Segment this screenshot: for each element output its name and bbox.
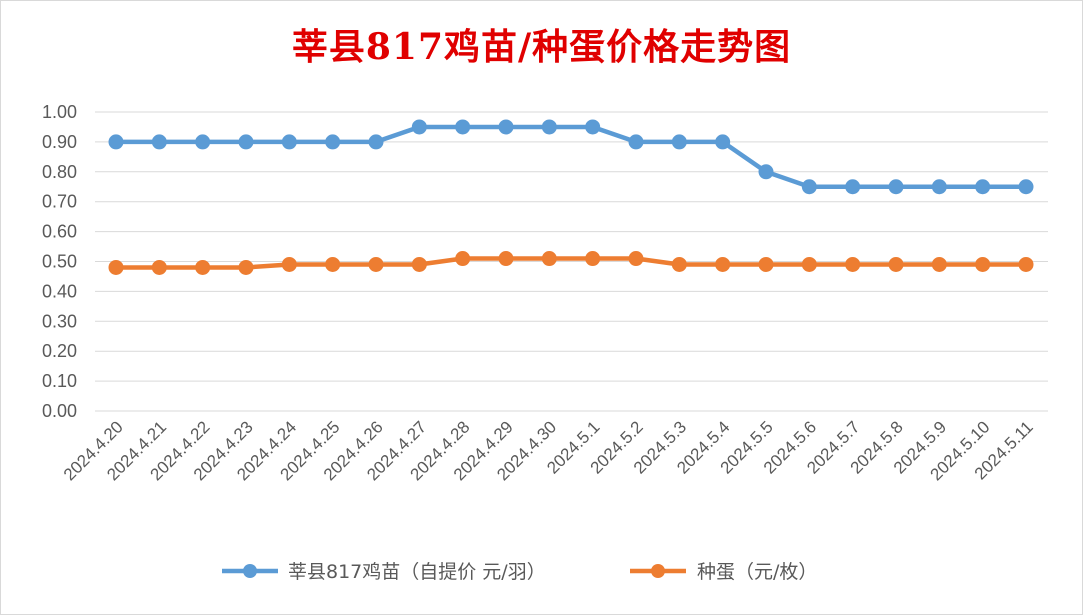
data-point (671, 134, 687, 150)
data-point (888, 179, 904, 195)
y-tick-label: 0.40 (42, 281, 77, 301)
data-point (498, 119, 514, 135)
data-point (411, 119, 427, 135)
series-line (116, 124, 1026, 189)
series-lines (108, 119, 1034, 275)
legend-label: 种蛋（元/枚） (697, 561, 817, 583)
data-point (455, 251, 471, 267)
data-point (238, 134, 254, 150)
y-tick-label: 1.00 (42, 102, 77, 122)
y-tick-label: 0.10 (42, 371, 77, 391)
data-point (975, 179, 991, 195)
legend-item: 种蛋（元/枚） (630, 561, 817, 583)
data-point (888, 256, 904, 272)
legend-marker (651, 564, 665, 578)
data-point (715, 256, 731, 272)
legend: 莘县817鸡苗（自提价 元/羽） 种蛋（元/枚） (222, 561, 817, 583)
data-point (1018, 179, 1034, 195)
y-tick-label: 0.60 (42, 222, 77, 242)
legend-item: 莘县817鸡苗（自提价 元/羽） (222, 561, 546, 583)
data-point (325, 134, 341, 150)
data-point (151, 134, 167, 150)
series-1 (108, 119, 1034, 195)
data-point (281, 134, 297, 150)
data-point (671, 256, 687, 272)
data-point (108, 134, 124, 150)
data-point (281, 256, 297, 272)
gridlines (95, 111, 1048, 412)
data-point (758, 256, 774, 272)
data-point (411, 256, 427, 272)
y-tick-label: 0.00 (42, 401, 77, 421)
data-point (628, 251, 644, 267)
data-point (238, 259, 254, 275)
data-point (931, 256, 947, 272)
data-point (801, 256, 817, 272)
data-point (368, 134, 384, 150)
data-point (585, 119, 601, 135)
y-tick-label: 0.20 (42, 341, 77, 361)
data-point (541, 119, 557, 135)
data-point (845, 179, 861, 195)
data-point (108, 259, 124, 275)
data-point (325, 256, 341, 272)
y-axis-ticks: 0.00 0.10 0.20 0.30 0.40 0.50 0.60 0.70 0.80 0.90… (42, 102, 77, 421)
y-tick-label: 0.70 (42, 192, 77, 212)
data-point (541, 251, 557, 267)
y-tick-label: 0.80 (42, 162, 77, 182)
data-point (195, 134, 211, 150)
legend-marker (243, 564, 257, 578)
data-point (845, 256, 861, 272)
series-2 (108, 251, 1034, 275)
data-point (758, 164, 774, 180)
data-point (455, 119, 471, 135)
data-point (801, 179, 817, 195)
data-point (975, 256, 991, 272)
chart-title: 莘县817鸡苗/种蛋价格走势图 (291, 26, 792, 68)
data-point (498, 251, 514, 267)
data-point (931, 179, 947, 195)
data-point (1018, 256, 1034, 272)
data-point (151, 259, 167, 275)
data-point (195, 259, 211, 275)
y-tick-label: 0.30 (42, 311, 77, 331)
data-point (715, 134, 731, 150)
data-point (368, 256, 384, 272)
data-point (585, 251, 601, 267)
y-tick-label: 0.90 (42, 132, 77, 152)
series-line (116, 256, 1026, 270)
data-point (628, 134, 644, 150)
x-axis-ticks: 2024.4.202024.4.212024.4.222024.4.232024… (60, 417, 1037, 484)
legend-label: 莘县817鸡苗（自提价 元/羽） (288, 561, 546, 583)
y-tick-label: 0.50 (42, 252, 77, 272)
